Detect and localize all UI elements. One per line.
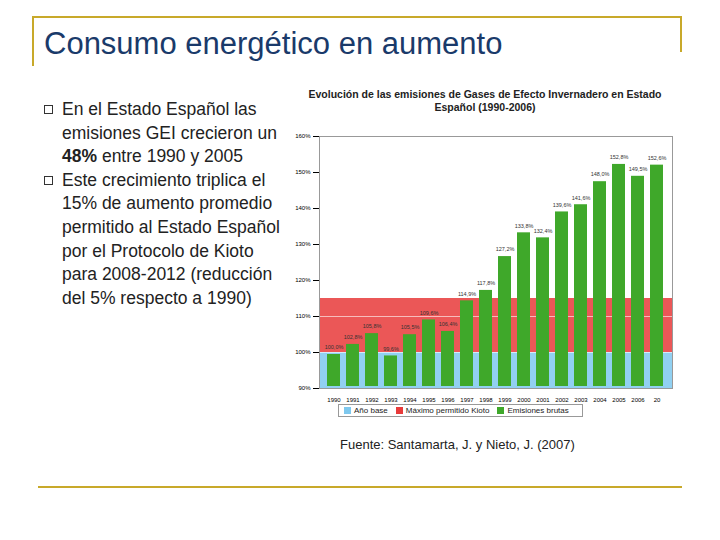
svg-text:2000: 2000: [517, 397, 531, 403]
svg-text:1999: 1999: [498, 397, 512, 403]
svg-text:105,5%: 105,5%: [401, 324, 420, 330]
svg-text:160%: 160%: [295, 133, 311, 139]
svg-text:2005: 2005: [612, 397, 626, 403]
svg-text:127,2%: 127,2%: [496, 246, 515, 252]
svg-text:1997: 1997: [460, 397, 474, 403]
svg-text:152,6%: 152,6%: [648, 155, 667, 161]
svg-text:1991: 1991: [346, 397, 360, 403]
svg-text:140%: 140%: [295, 205, 311, 211]
svg-text:100,0%: 100,0%: [325, 344, 344, 350]
svg-text:2006: 2006: [631, 397, 645, 403]
svg-text:150%: 150%: [295, 169, 311, 175]
html-text:Consumo energético en aumento: Consumo energético en aumento: [44, 26, 503, 61]
svg-text:148,0%: 148,0%: [591, 171, 610, 177]
svg-text:130%: 130%: [295, 241, 311, 247]
svg-text:1998: 1998: [479, 397, 493, 403]
svg-text:1990: 1990: [327, 397, 341, 403]
svg-text:114,9%: 114,9%: [458, 291, 476, 297]
svg-text:110%: 110%: [296, 313, 312, 319]
svg-text:149,5%: 149,5%: [629, 166, 648, 172]
svg-text:1996: 1996: [441, 397, 455, 403]
svg-text:109,6%: 109,6%: [420, 310, 439, 316]
html-text:Fuente: Santamarta, J. y Nieto: Fuente: Santamarta, J. y Nieto, J. (2007…: [340, 437, 575, 452]
svg-text:20: 20: [654, 397, 661, 403]
html-text:Evolución de las emisiones de: Evolución de las emisiones de Gases de E…: [308, 88, 662, 113]
svg-text:117,8%: 117,8%: [477, 280, 495, 286]
svg-text:90%: 90%: [298, 385, 311, 391]
svg-text:105,8%: 105,8%: [363, 323, 382, 329]
svg-text:2002: 2002: [555, 397, 569, 403]
svg-text:106,4%: 106,4%: [439, 321, 458, 327]
html-text:Emisiones brutas: Emisiones brutas: [507, 406, 569, 415]
svg-text:139,6%: 139,6%: [553, 202, 572, 208]
svg-text:120%: 120%: [295, 277, 311, 283]
svg-text:132,4%: 132,4%: [534, 228, 553, 234]
svg-text:141,6%: 141,6%: [572, 195, 591, 201]
svg-text:1995: 1995: [422, 397, 436, 403]
svg-text:99,6%: 99,6%: [383, 346, 399, 352]
html-text:48% entre 1990 y 2005: 48% entre 1990 y 2005: [62, 146, 243, 167]
html-text:Máximo permitido Kioto: Máximo permitido Kioto: [405, 406, 490, 415]
svg-text:2004: 2004: [593, 397, 607, 403]
svg-text:2001: 2001: [536, 397, 550, 403]
svg-text:1992: 1992: [365, 397, 379, 403]
svg-text:133,8%: 133,8%: [515, 223, 534, 229]
svg-text:1993: 1993: [384, 397, 398, 403]
html-text:Este crecimiento triplica el 1: Este crecimiento triplica el 15% de aume…: [62, 169, 280, 308]
svg-text:1994: 1994: [403, 397, 417, 403]
svg-text:102,8%: 102,8%: [344, 334, 363, 340]
svg-text:2003: 2003: [574, 397, 588, 403]
svg-text:152,8%: 152,8%: [610, 154, 629, 160]
html-text:En el Estado Español las emisi: En el Estado Español las emisiones GEI c…: [62, 99, 277, 143]
svg-text:100%: 100%: [295, 349, 311, 355]
html-text:Año base: Año base: [354, 406, 388, 415]
